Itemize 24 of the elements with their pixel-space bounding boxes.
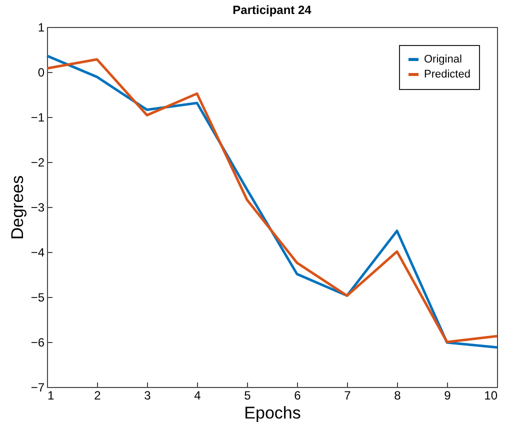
x-tick-label: 3 — [144, 388, 152, 402]
y-tick-label: 0 — [38, 66, 45, 80]
x-tick-label: 6 — [294, 388, 302, 402]
x-tick-label: 9 — [444, 388, 452, 402]
x-tick-label: 10 — [484, 388, 498, 402]
y-axis-title: Degrees — [8, 175, 27, 240]
y-tick-label: 1 — [38, 20, 45, 34]
chart-title: Participant 24 — [232, 3, 312, 17]
y-tick-label: −3 — [30, 200, 45, 214]
y-tick-label: −5 — [30, 290, 45, 304]
y-tick-label: −6 — [30, 336, 45, 350]
y-tick-label: −7 — [30, 380, 45, 394]
y-tick-label: −1 — [30, 110, 45, 124]
x-tick-label: 8 — [394, 388, 402, 402]
x-tick-label: 4 — [194, 388, 202, 402]
y-tick-label: −2 — [30, 156, 45, 170]
x-tick-label: 5 — [244, 388, 252, 402]
legend-label: Predicted — [424, 68, 470, 80]
y-tick-label: −4 — [30, 246, 45, 260]
legend-label: Original — [424, 54, 462, 66]
x-tick-label: 1 — [48, 388, 54, 402]
x-tick-label: 7 — [344, 388, 352, 402]
x-axis-title: Epochs — [244, 404, 301, 422]
x-tick-label: 2 — [94, 388, 102, 402]
